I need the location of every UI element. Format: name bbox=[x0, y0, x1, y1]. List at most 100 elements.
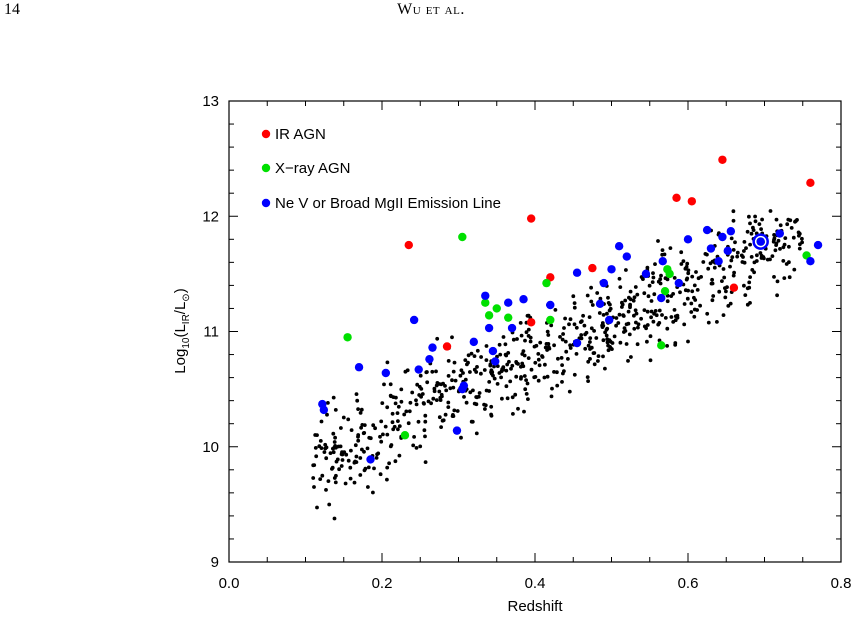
galaxy-point bbox=[607, 338, 612, 343]
galaxy-point bbox=[536, 357, 541, 362]
galaxy-point bbox=[359, 407, 364, 412]
galaxy-point bbox=[497, 342, 502, 347]
galaxy-point bbox=[520, 352, 525, 356]
galaxy-point bbox=[786, 217, 791, 222]
galaxy-point bbox=[560, 380, 564, 384]
galaxy-point bbox=[385, 360, 390, 365]
galaxy-point bbox=[405, 368, 410, 373]
galaxy-point bbox=[657, 308, 662, 313]
galaxy-point bbox=[672, 308, 677, 312]
agn-point bbox=[806, 178, 815, 188]
galaxy-point bbox=[660, 248, 665, 253]
galaxy-point bbox=[728, 301, 733, 306]
galaxy-point bbox=[526, 334, 531, 338]
galaxy-point bbox=[616, 321, 621, 325]
galaxy-point bbox=[800, 240, 804, 245]
agn-point bbox=[622, 252, 631, 261]
agn-point bbox=[414, 365, 423, 374]
galaxy-point bbox=[363, 466, 368, 471]
galaxy-point bbox=[326, 479, 331, 483]
galaxy-point bbox=[774, 243, 778, 248]
galaxy-point bbox=[632, 313, 636, 318]
galaxy-point bbox=[333, 408, 338, 412]
galaxy-point bbox=[750, 268, 755, 272]
galaxy-point bbox=[390, 420, 395, 425]
galaxy-point bbox=[731, 218, 736, 223]
galaxy-point bbox=[469, 351, 474, 356]
galaxy-point bbox=[333, 435, 337, 440]
galaxy-point bbox=[418, 444, 423, 449]
galaxy-point bbox=[385, 477, 389, 482]
galaxy-point bbox=[665, 326, 670, 331]
galaxy-point bbox=[390, 411, 395, 416]
galaxy-point bbox=[561, 332, 565, 336]
galaxy-point bbox=[484, 358, 489, 362]
galaxy-point bbox=[340, 450, 344, 455]
galaxy-point bbox=[572, 322, 577, 327]
galaxy-point bbox=[612, 334, 617, 339]
galaxy-point bbox=[339, 464, 344, 468]
galaxy-point bbox=[692, 295, 696, 300]
galaxy-point bbox=[526, 327, 531, 332]
galaxy-point bbox=[479, 355, 483, 359]
galaxy-point bbox=[555, 370, 559, 375]
page-number: 14 bbox=[4, 1, 20, 18]
galaxy-point bbox=[526, 397, 530, 401]
agn-point bbox=[614, 242, 624, 251]
galaxy-point bbox=[420, 392, 425, 396]
galaxy-point bbox=[572, 305, 577, 310]
galaxy-point bbox=[312, 485, 316, 489]
galaxy-point bbox=[327, 502, 332, 507]
galaxy-point bbox=[366, 485, 370, 489]
galaxy-point bbox=[742, 260, 747, 265]
galaxy-point bbox=[499, 375, 503, 380]
galaxy-point bbox=[621, 313, 626, 318]
galaxy-point bbox=[771, 239, 776, 244]
galaxy-point bbox=[762, 256, 766, 261]
agn-point bbox=[658, 256, 667, 266]
galaxy-point bbox=[408, 400, 413, 405]
galaxy-point bbox=[567, 322, 571, 327]
galaxy-point bbox=[556, 356, 560, 361]
galaxy-point bbox=[748, 275, 752, 279]
galaxy-point bbox=[500, 367, 505, 372]
galaxy-point bbox=[521, 349, 526, 353]
galaxy-point bbox=[537, 363, 542, 368]
galaxy-point bbox=[471, 388, 475, 393]
galaxy-point bbox=[524, 378, 528, 382]
galaxy-point bbox=[624, 342, 629, 346]
galaxy-point bbox=[592, 362, 597, 367]
galaxy-point bbox=[519, 375, 523, 379]
galaxy-point bbox=[431, 396, 436, 401]
galaxy-point bbox=[679, 262, 684, 266]
galaxy-point bbox=[626, 309, 631, 314]
galaxy-point bbox=[333, 480, 338, 485]
galaxy-point bbox=[385, 405, 390, 410]
galaxy-point bbox=[346, 417, 351, 422]
galaxy-point bbox=[720, 279, 724, 283]
galaxy-point bbox=[711, 294, 716, 298]
galaxy-point bbox=[468, 370, 472, 374]
galaxy-point bbox=[475, 365, 479, 369]
galaxy-point bbox=[583, 332, 587, 337]
galaxy-point bbox=[567, 389, 572, 394]
galaxy-point bbox=[402, 412, 407, 417]
galaxy-point bbox=[349, 448, 353, 453]
galaxy-point bbox=[590, 303, 595, 307]
galaxy-point bbox=[603, 366, 607, 371]
agn-point bbox=[469, 337, 478, 347]
galaxy-point bbox=[423, 434, 427, 439]
galaxy-point bbox=[754, 259, 759, 263]
galaxy-point bbox=[618, 340, 623, 345]
galaxy-point bbox=[423, 460, 428, 464]
galaxy-point bbox=[628, 305, 632, 310]
galaxy-point bbox=[596, 359, 600, 363]
galaxy-point bbox=[698, 303, 702, 308]
galaxy-point bbox=[633, 308, 638, 313]
agn-point bbox=[672, 193, 681, 203]
galaxy-point bbox=[443, 412, 448, 417]
galaxy-point bbox=[353, 459, 357, 464]
highlight-ring bbox=[752, 233, 769, 250]
galaxy-point bbox=[523, 387, 528, 392]
galaxy-point bbox=[745, 229, 750, 234]
